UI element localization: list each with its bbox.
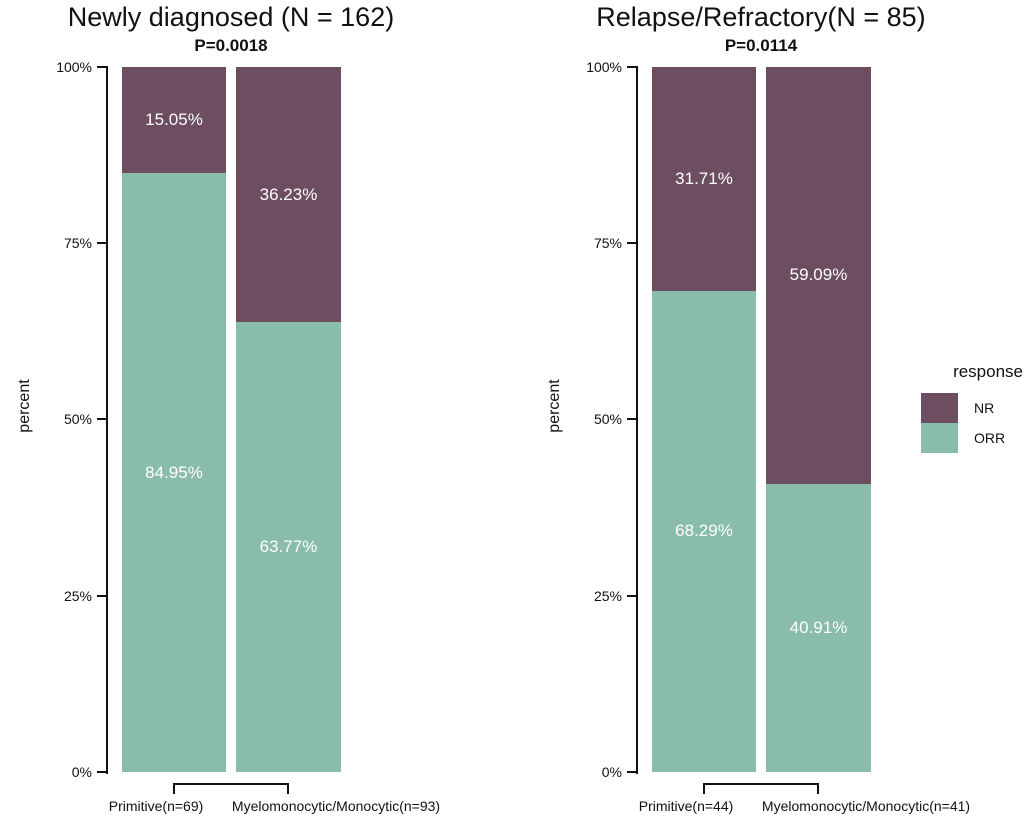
plot-area: 31.71% 68.29% 59.09% 40.91% (638, 67, 872, 772)
y-axis-line (106, 66, 108, 774)
y-axis-tick (97, 771, 107, 773)
x-category-label: Primitive(n=69) (108, 798, 204, 814)
y-axis-tick (627, 771, 637, 773)
bar-primitive: 31.71% 68.29% (652, 67, 756, 772)
y-axis-title: percent (16, 379, 33, 433)
y-tick-label: 100% (586, 59, 622, 75)
comparison-bracket (703, 783, 819, 794)
y-axis-tick (627, 66, 637, 68)
y-axis-tick (97, 418, 107, 420)
bar-myelomonocytic: 59.09% 40.91% (766, 67, 871, 772)
segment-value-label: 36.23% (259, 184, 318, 204)
y-tick-label: 100% (56, 59, 92, 75)
bar-segment-nr: 15.05% (122, 67, 226, 174)
y-tick-label: 25% (593, 588, 622, 604)
plot-area: 15.05% 84.95% 36.23% 63.77% (108, 67, 342, 772)
y-axis-title: percent (546, 379, 563, 433)
p-value-label: P=0.0114 (724, 36, 798, 55)
bar-primitive: 15.05% 84.95% (122, 67, 226, 772)
y-tick-label: 75% (593, 235, 622, 251)
y-axis-tick (627, 418, 637, 420)
bar-segment-orr: 68.29% (652, 290, 756, 772)
segment-value-label: 31.71% (675, 168, 733, 188)
x-category-label: Myelomonocytic/Monocytic(n=93) (231, 798, 441, 814)
bar-segment-nr: 31.71% (652, 67, 756, 291)
chart-panel-relapse-refractory: Relapse/Refractory(N = 85) P=0.0114 perc… (530, 0, 1000, 822)
y-axis-line (636, 66, 638, 774)
bar-segment-orr: 40.91% (766, 483, 871, 772)
segment-value-label: 63.77% (259, 537, 318, 557)
legend-label-nr: NR (974, 400, 995, 416)
y-axis-tick (97, 66, 107, 68)
legend-swatch-orr (921, 423, 958, 453)
chart-title: Newly diagnosed (N = 162) (67, 2, 395, 32)
y-tick-label: 50% (593, 411, 622, 427)
segment-value-label: 15.05% (145, 110, 203, 130)
x-category-label: Myelomonocytic/Monocytic(n=41) (761, 798, 971, 814)
segment-value-label: 59.09% (789, 265, 848, 285)
segment-value-label: 84.95% (145, 462, 203, 482)
chart-panel-newly-diagnosed: Newly diagnosed (N = 162) P=0.0018 perce… (0, 0, 470, 822)
legend-label-orr: ORR (974, 430, 1006, 446)
y-tick-label: 0% (71, 764, 92, 780)
bar-segment-nr: 59.09% (766, 67, 871, 484)
y-axis-tick (627, 242, 637, 244)
y-axis-tick (97, 595, 107, 597)
legend-title: response (953, 362, 1023, 381)
bar-segment-nr: 36.23% (236, 67, 341, 323)
y-axis-tick (97, 242, 107, 244)
comparison-bracket (173, 783, 289, 794)
y-tick-label: 50% (63, 411, 92, 427)
chart-title: Relapse/Refractory(N = 85) (596, 2, 926, 32)
segment-value-label: 68.29% (675, 521, 733, 541)
x-category-label: Primitive(n=44) (638, 798, 734, 814)
segment-value-label: 40.91% (789, 617, 848, 637)
p-value-label: P=0.0018 (194, 36, 268, 55)
y-tick-label: 75% (63, 235, 92, 251)
bar-segment-orr: 63.77% (236, 322, 341, 772)
y-axis-tick (627, 595, 637, 597)
legend: response NR ORR (918, 362, 1025, 462)
bar-myelomonocytic: 36.23% 63.77% (236, 67, 341, 772)
legend-swatch-nr (921, 393, 958, 423)
y-tick-label: 25% (63, 588, 92, 604)
bar-segment-orr: 84.95% (122, 173, 226, 772)
y-tick-label: 0% (601, 764, 622, 780)
